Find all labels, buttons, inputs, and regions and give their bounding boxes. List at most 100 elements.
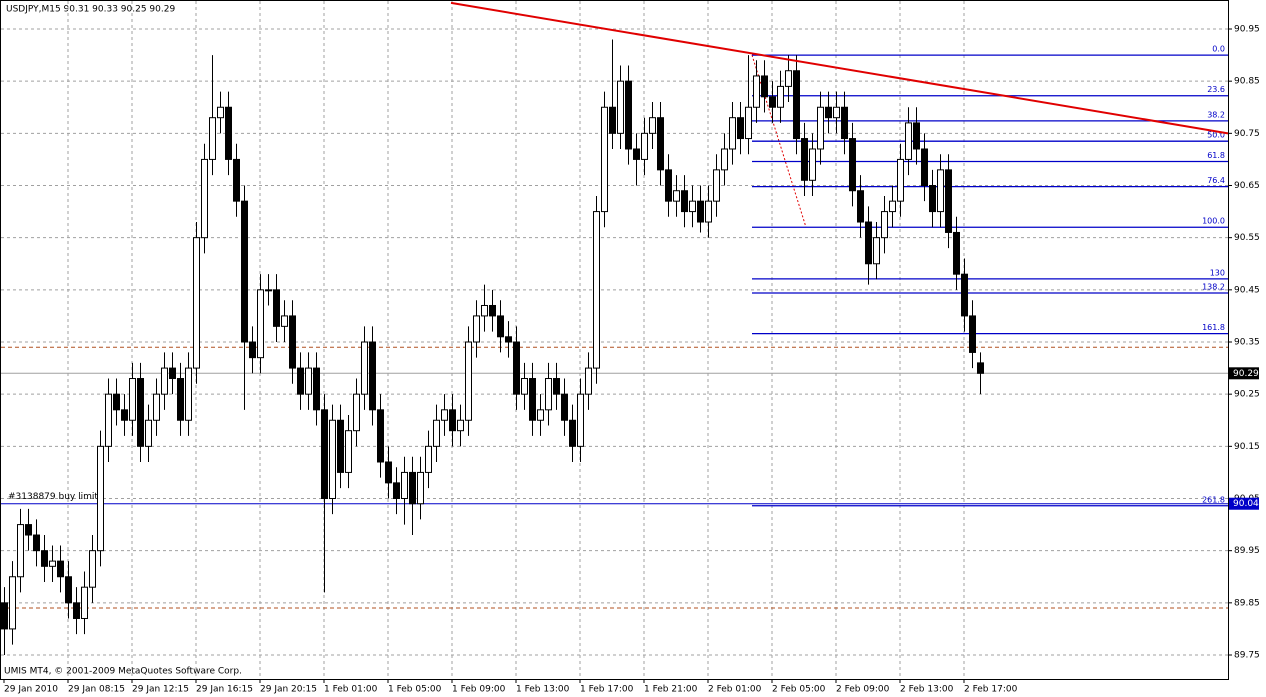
candle-body xyxy=(193,237,200,369)
candle-body xyxy=(545,378,552,411)
candle-body xyxy=(561,393,568,421)
fib-label: 100.0 xyxy=(1202,217,1225,226)
candle-body xyxy=(761,75,768,98)
candle-body xyxy=(953,231,960,275)
candle-body xyxy=(161,367,168,395)
x-tick-label: 2 Feb 09:00 xyxy=(836,685,890,695)
candle-body xyxy=(169,367,176,380)
y-tick-label: 89.95 xyxy=(1234,546,1260,556)
candle-body xyxy=(921,148,928,187)
candle-body xyxy=(337,419,344,473)
candle-body xyxy=(601,106,608,213)
candle-body xyxy=(673,190,680,202)
y-tick-label: 89.85 xyxy=(1234,598,1260,608)
candle-body xyxy=(609,106,616,134)
candle-body xyxy=(257,289,264,359)
fib-label: 0.0 xyxy=(1212,45,1225,54)
candle-body xyxy=(433,419,440,447)
candle-body xyxy=(681,190,688,213)
fib-label: 23.6 xyxy=(1207,85,1225,94)
candle-body xyxy=(121,409,128,421)
candle-body xyxy=(913,122,920,150)
y-tick-label: 90.65 xyxy=(1234,181,1260,191)
y-tick-label: 90.45 xyxy=(1234,285,1260,295)
candle-body xyxy=(289,315,296,369)
fib-label: 61.8 xyxy=(1207,151,1225,160)
candle-body xyxy=(185,367,192,421)
x-tick-label: 29 Jan 2010 xyxy=(4,685,58,695)
candle-body xyxy=(577,393,584,447)
fib-label: 261.8 xyxy=(1202,495,1225,504)
candle-body xyxy=(705,200,712,223)
x-tick-label: 29 Jan 16:15 xyxy=(196,685,253,695)
candle-body xyxy=(729,117,736,150)
candle-body xyxy=(401,471,408,500)
candle-body xyxy=(657,117,664,171)
x-tick-label: 1 Feb 21:00 xyxy=(644,685,698,695)
candle-body xyxy=(281,315,288,327)
candle-body xyxy=(505,336,512,343)
candle-body xyxy=(81,586,88,619)
candle-body xyxy=(537,409,544,421)
candle-body xyxy=(513,341,520,395)
candle-body xyxy=(833,106,840,119)
candle-body xyxy=(905,122,912,160)
candle-body xyxy=(89,550,96,588)
candle-body xyxy=(97,445,104,552)
candle-body xyxy=(593,211,600,369)
candle-body xyxy=(273,289,280,327)
candle-body xyxy=(585,367,592,395)
candle-body xyxy=(801,138,808,181)
candle-body xyxy=(889,200,896,213)
candle-body xyxy=(441,409,448,421)
candle-body xyxy=(345,430,352,473)
candle-body xyxy=(977,362,984,374)
candle-body xyxy=(1,602,8,630)
candle-body xyxy=(65,576,72,604)
candle-body xyxy=(201,158,208,239)
candle-body xyxy=(153,393,160,421)
candle-body xyxy=(305,367,312,395)
y-tick-label: 89.75 xyxy=(1234,651,1260,661)
order-label: #3138879 buy limit xyxy=(8,492,98,502)
candle-body xyxy=(489,304,496,317)
candle-body xyxy=(881,211,888,239)
x-tick-label: 2 Feb 17:00 xyxy=(964,685,1018,695)
candle-body xyxy=(625,80,632,150)
candle-body xyxy=(785,70,792,87)
copyright: UMIS MT4, © 2001-2009 MetaQuotes Softwar… xyxy=(4,667,242,677)
candle-body xyxy=(457,419,464,432)
candle-body xyxy=(529,378,536,421)
candle-body xyxy=(113,393,120,411)
candle-body xyxy=(649,117,656,134)
candle-body xyxy=(473,315,480,343)
candle-body xyxy=(633,148,640,160)
candle-body xyxy=(969,315,976,353)
candle-body xyxy=(353,393,360,432)
candle-body xyxy=(33,534,40,552)
x-tick-label: 29 Jan 20:15 xyxy=(260,685,317,695)
candle-body xyxy=(897,158,904,202)
candle-body xyxy=(369,341,376,411)
candle-body xyxy=(697,200,704,223)
trend-line xyxy=(450,1,1229,135)
candle-body xyxy=(49,560,56,567)
candle-body xyxy=(217,106,224,119)
candle-body xyxy=(961,273,968,317)
candle-body xyxy=(769,96,776,108)
x-tick-label: 2 Feb 13:00 xyxy=(900,685,954,695)
candle-body xyxy=(817,106,824,150)
candle-body xyxy=(465,341,472,421)
y-tick-label: 90.15 xyxy=(1234,442,1260,452)
candle-body xyxy=(929,185,936,213)
candle-body xyxy=(385,461,392,484)
candle-body xyxy=(665,169,672,202)
candle-body xyxy=(409,471,416,505)
y-tick-label: 90.35 xyxy=(1234,338,1260,348)
candle-body xyxy=(745,106,752,140)
candle-body xyxy=(937,169,944,213)
y-tick-label: 90.75 xyxy=(1234,129,1260,139)
x-tick-label: 1 Feb 13:00 xyxy=(516,685,570,695)
candle-body xyxy=(321,409,328,500)
